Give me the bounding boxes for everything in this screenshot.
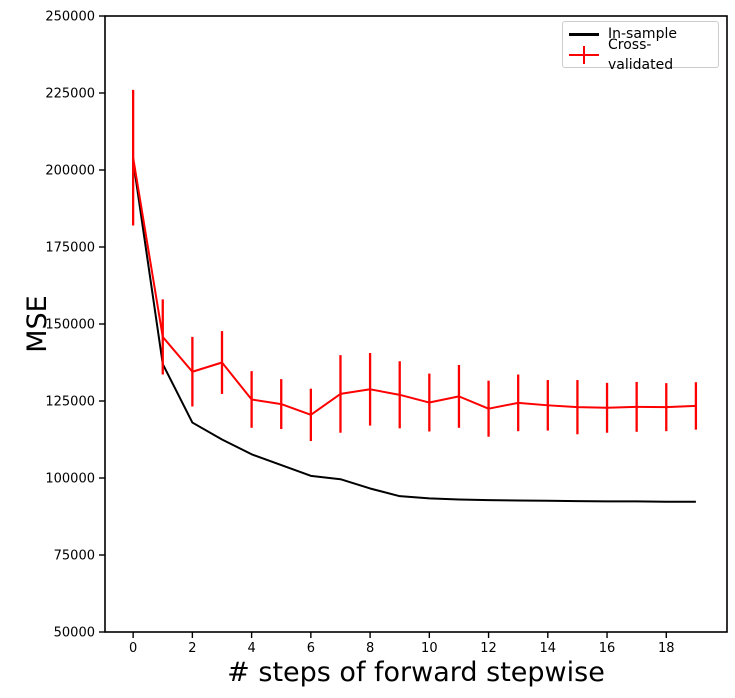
legend-item-cross-validated: Cross-validated	[569, 37, 712, 73]
y-tick-label: 100000	[45, 472, 95, 487]
y-tick-label: 50000	[54, 626, 95, 641]
y-axis-label: MSE	[22, 295, 53, 353]
x-tick-label: 10	[421, 641, 438, 656]
legend-label-cross-validated: Cross-validated	[608, 36, 674, 73]
x-axis-label: # steps of forward stepwise	[227, 657, 605, 688]
axes-spines	[104, 15, 728, 633]
cross-validated-errorbar-swatch	[569, 45, 599, 64]
legend-label-in-sample: In-sample	[608, 26, 677, 43]
x-tick-label: 8	[366, 641, 374, 656]
y-tick-label: 75000	[54, 549, 95, 564]
y-tick-label: 175000	[45, 241, 95, 256]
y-tick-label: 250000	[45, 10, 95, 25]
x-tick-label: 14	[540, 641, 557, 656]
y-tick-label: 200000	[45, 164, 95, 179]
in-sample-line-swatch	[569, 25, 599, 43]
x-tick-label: 4	[247, 641, 255, 656]
legend-item-in-sample: In-sample	[569, 24, 712, 44]
legend: In-sample Cross-validated	[562, 21, 719, 73]
x-tick-label: 0	[129, 641, 137, 656]
cross-validated-line	[132, 157, 696, 416]
x-tick-label: 6	[307, 641, 315, 656]
y-tick-label: 125000	[45, 395, 95, 410]
y-tick-label: 225000	[45, 87, 95, 102]
x-tick-label: 2	[188, 641, 196, 656]
x-tick-label: 16	[599, 641, 616, 656]
in-sample-line-icon	[569, 33, 599, 36]
x-tick-label: 12	[480, 641, 497, 656]
errorbar-vline-icon	[582, 45, 586, 64]
in-sample-line	[132, 160, 696, 503]
x-tick-label: 18	[658, 641, 675, 656]
y-tick-label: 150000	[45, 318, 95, 333]
